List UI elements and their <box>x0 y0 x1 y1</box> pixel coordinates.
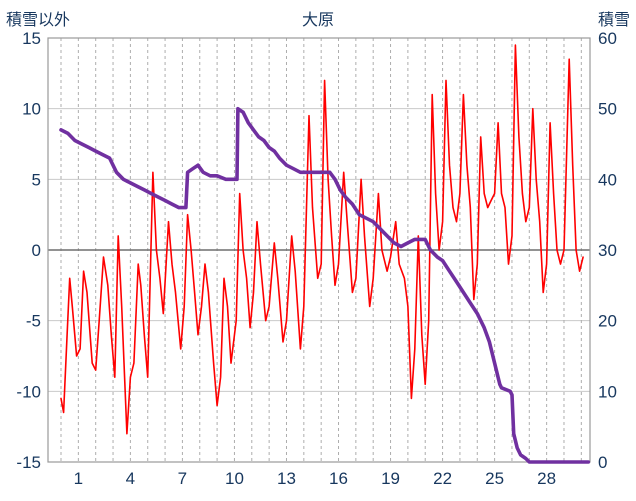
right-axis-tick-label: 50 <box>598 100 617 119</box>
left-axis-tick-label: -10 <box>16 382 41 401</box>
series-line-1 <box>59 106 591 464</box>
x-axis-tick-label: 10 <box>225 469 244 488</box>
right-axis-tick-label: 10 <box>598 382 617 401</box>
x-axis-tick-label: 7 <box>178 469 187 488</box>
x-axis-tick-label: 28 <box>537 469 556 488</box>
x-axis-tick-label: 19 <box>381 469 400 488</box>
left-axis-tick-label: -15 <box>16 453 41 472</box>
right-axis-tick-label: 20 <box>598 312 617 331</box>
x-axis-tick-label: 13 <box>277 469 296 488</box>
right-axis-tick-label: 60 <box>598 29 617 48</box>
x-axis-tick-label: 1 <box>74 469 83 488</box>
x-axis-tick-label: 16 <box>329 469 348 488</box>
left-axis-tick-label: 0 <box>32 241 41 260</box>
left-axis-tick-label: 5 <box>32 170 41 189</box>
left-axis-tick-label: -5 <box>26 312 41 331</box>
x-axis-tick-label: 22 <box>433 469 452 488</box>
series-line-0 <box>60 44 584 435</box>
x-axis-tick-label: 4 <box>126 469 135 488</box>
plot-border <box>47 37 591 463</box>
chart-title: 大原 <box>301 12 334 29</box>
right-axis-title: 積雪 <box>597 12 630 29</box>
right-axis-tick-label: 0 <box>598 453 607 472</box>
left-axis-tick-label: 10 <box>22 100 41 119</box>
right-axis-tick-label: 40 <box>598 170 617 189</box>
right-axis-tick-label: 30 <box>598 241 617 260</box>
x-axis-tick-label: 25 <box>485 469 504 488</box>
left-axis-tick-label: 15 <box>22 29 41 48</box>
left-axis-title: 積雪以外 <box>6 12 71 29</box>
